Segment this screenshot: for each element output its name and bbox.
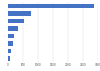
Bar bbox=[8, 49, 11, 53]
Bar bbox=[8, 41, 13, 46]
Bar bbox=[8, 4, 94, 8]
Bar bbox=[8, 34, 14, 38]
Bar bbox=[8, 19, 24, 23]
Bar bbox=[8, 26, 18, 31]
Bar bbox=[8, 11, 31, 16]
Bar bbox=[8, 56, 10, 61]
